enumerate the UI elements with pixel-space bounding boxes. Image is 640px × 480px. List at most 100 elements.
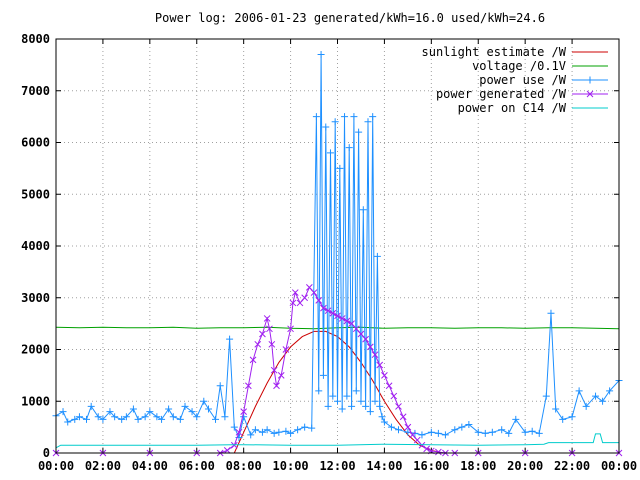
power-use-w-point [312,113,320,121]
power-use-w-series [52,51,623,441]
power-use-w-point [319,371,327,379]
power-use-w-point [158,415,166,423]
power-generated-w-point [315,296,323,304]
power-use-w-point [568,413,576,421]
power-use-w-point [378,413,386,421]
power-generated-w-point [223,447,231,454]
power-use-w-point [165,405,173,413]
power-use-w-point [542,392,550,400]
power-use-w-point [324,402,332,410]
power-use-w-point [111,413,119,421]
power-use-w-point [263,426,271,434]
power-use-w-point [230,423,238,431]
power-use-w-point [427,428,435,436]
power-use-w-point [322,123,330,131]
legend-label: power use /W [479,73,566,87]
power-use-w-point [343,392,351,400]
power-use-w-point [200,397,208,405]
power-generated-w-point [301,294,309,302]
power-use-w-point [294,426,302,434]
power-use-w-point [176,415,184,423]
power-use-w-point [141,413,149,421]
power-generated-w-point [324,307,332,315]
x-tick-label: 18:00 [460,459,496,473]
power-use-w-point [331,118,339,126]
power-use-w-point [251,426,259,434]
power-generated-w-point [240,408,248,415]
power-use-w-point [434,429,442,437]
power-generated-w-point [320,304,327,312]
power-use-w-point [75,413,83,421]
power-generated-w-point [291,289,299,296]
power-use-w-point [282,427,290,435]
power-generated-w-point [418,441,426,449]
power-on-c14-w-series [55,433,619,449]
x-tick-label: 14:00 [366,459,402,473]
power-generated-w-point [371,351,379,359]
y-tick-label: 4000 [21,239,50,253]
power-use-w-point [498,426,506,434]
power-generated-w-point [310,289,318,296]
power-use-w-point [387,423,395,431]
power-generated-w-point [266,325,273,333]
power-generated-w-point [366,343,374,351]
power-generated-w-point [263,315,271,322]
power-use-w-point [547,309,555,317]
power-generated-w-point [435,448,442,456]
power-use-w-point [212,415,220,423]
power-use-w-point [247,431,255,439]
x-tick-label: 04:00 [132,459,168,473]
x-tick-label: 02:00 [85,459,121,473]
x-tick-label: 12:00 [319,459,355,473]
power-use-w-point [465,421,473,429]
power-use-w-point [355,128,363,136]
power-use-w-point [528,427,536,435]
power-use-w-point [153,413,161,421]
power-use-w-point [394,426,402,434]
power-use-w-point [146,408,154,416]
power-use-w-point [575,387,583,395]
x-tick-label: 16:00 [413,459,449,473]
grid-layer [56,39,619,453]
power-generated-w-point [390,392,398,400]
power-generated-w-point [268,340,276,348]
power-use-w-point [181,402,189,410]
power-use-w-point [552,405,560,413]
power-use-w-point [308,424,316,432]
plot-frame [55,38,620,454]
power-generated-w-point [399,413,407,421]
y-tick-label: 3000 [21,291,50,305]
power-use-w-point [258,428,266,436]
power-use-w-point [275,428,283,436]
y-tick-label: 2000 [21,343,50,357]
x-tick-label: 10:00 [273,459,309,473]
power-generated-w-point [423,445,430,453]
power-use-w-point [240,413,248,421]
power-use-w-point [345,144,353,152]
power-generated-w-point [395,403,402,410]
power-use-w-point [592,392,600,400]
power-use-w-point [188,408,196,416]
power-use-w-point [366,408,374,416]
power-generated-w-point [270,366,278,374]
power-use-w-point [315,387,323,395]
voltage-0-1v-series [55,326,620,330]
power-generated-w-point [259,330,266,338]
y-tick-label: 7000 [21,84,50,98]
power-generated-w-point [254,340,262,348]
power-use-w-point [357,397,365,405]
power-use-w-point [193,413,201,421]
power-use-w-point [82,415,90,423]
power-generated-w-point [381,372,388,379]
x-tick-label: 22:00 [554,459,590,473]
legend-label: sunlight estimate /W [422,45,567,59]
power-generated-w-point [385,382,393,390]
power-use-w-point [559,415,567,423]
power-use-w-point [535,429,543,437]
power-generated-w-point [334,312,341,320]
power-use-w-point [129,405,137,413]
power-generated-w-point [289,299,297,307]
y-tick-label: 6000 [21,136,50,150]
